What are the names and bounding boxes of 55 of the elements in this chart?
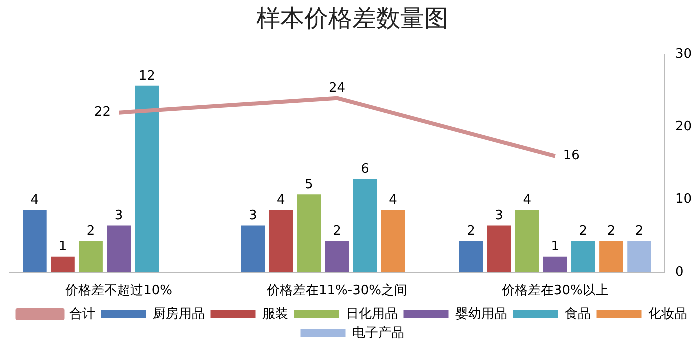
data-label: 16	[563, 148, 580, 164]
data-label: 5	[305, 178, 314, 193]
y2-tick-label: 0	[675, 264, 684, 280]
bar	[543, 256, 568, 272]
bar	[353, 179, 378, 272]
bar	[572, 241, 596, 272]
data-label: 1	[551, 240, 560, 255]
data-label: 12	[138, 68, 156, 84]
bar	[487, 226, 512, 272]
data-label: 6	[361, 162, 370, 178]
data-label: 2	[579, 224, 588, 240]
bar	[297, 194, 322, 272]
data-label: 3	[114, 208, 124, 224]
data-label: 4	[276, 193, 286, 208]
data-label: 4	[523, 193, 532, 208]
bar	[79, 241, 103, 272]
data-label: 4	[389, 193, 398, 208]
bar	[269, 210, 294, 272]
x-tick-label: 价格差在11%-30%之间	[266, 284, 408, 299]
data-label: 22	[94, 105, 112, 120]
data-label: 2	[607, 224, 616, 240]
data-label: 2	[635, 224, 644, 240]
data-label: 3	[248, 208, 258, 224]
legend-label: 电子产品	[352, 326, 404, 341]
bar	[107, 226, 131, 272]
bar	[51, 256, 75, 272]
data-label: 2	[86, 224, 96, 240]
y2-tick-label: 30	[675, 47, 692, 62]
bar	[628, 241, 652, 272]
legend-label: 服装	[262, 306, 288, 322]
legend-label: 化妆品	[648, 306, 688, 322]
data-label: 3	[495, 208, 504, 224]
bar	[515, 210, 540, 272]
data-label: 2	[467, 224, 476, 240]
bar	[600, 241, 624, 272]
bar	[241, 226, 266, 272]
data-label: 2	[333, 224, 342, 240]
x-tick-label: 价格差在30%以上	[500, 284, 609, 299]
bar	[23, 210, 47, 272]
legend-label: 厨房用品	[152, 306, 205, 322]
data-label: 1	[58, 240, 68, 255]
legend-label: 日化用品	[346, 306, 398, 322]
y2-tick-label: 10	[675, 192, 692, 208]
y2-tick-label: 20	[675, 120, 692, 135]
legend-label: 婴幼用品	[455, 306, 508, 322]
bar	[381, 210, 406, 272]
legend-label: 食品	[564, 306, 591, 322]
data-label: 4	[30, 193, 40, 208]
bar	[325, 241, 350, 272]
chart-title: 样本价格差数量图	[256, 4, 448, 33]
x-tick-label: 价格差不超过10%	[64, 284, 173, 299]
data-label: 24	[328, 81, 346, 96]
bar	[459, 241, 484, 272]
legend-label: 合计	[69, 306, 96, 322]
bar	[135, 86, 160, 272]
